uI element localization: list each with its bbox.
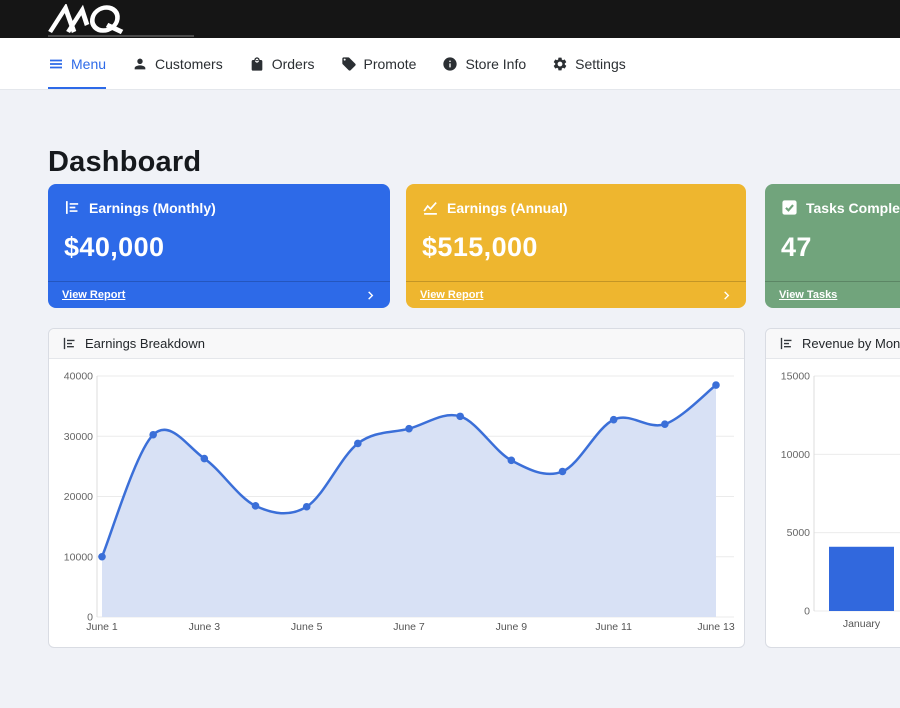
earnings-breakdown-chart: 0 10000 20000 30000 40000 June 1 June 3 June 5 J… xyxy=(64,371,735,634)
nav-item-orders[interactable]: Orders xyxy=(249,38,315,89)
stat-card-value: 47 xyxy=(781,232,812,262)
nav-item-promote[interactable]: Promote xyxy=(341,38,417,89)
person-icon xyxy=(134,58,146,69)
stat-card-earnings-monthly: Earnings (Monthly) $40,000 View Report xyxy=(48,184,390,308)
page-title: Dashboard xyxy=(48,146,202,178)
svg-text:June 9: June 9 xyxy=(496,621,528,633)
stat-card-earnings-annual: Earnings (Annual) $515,000 View Report xyxy=(406,184,746,308)
bar-chart-icon xyxy=(63,337,75,350)
nav-label: Customers xyxy=(155,55,223,72)
svg-text:40000: 40000 xyxy=(64,371,93,383)
view-report-link[interactable]: View Report xyxy=(48,281,390,308)
earnings-breakdown-card: Earnings Breakdown 0 10000 20000 30000 40000… xyxy=(48,328,745,648)
stat-card-title: Earnings (Annual) xyxy=(422,199,730,216)
chart-card-header: Earnings Breakdown xyxy=(49,329,744,359)
svg-text:June 13: June 13 xyxy=(697,621,735,633)
svg-text:15000: 15000 xyxy=(781,371,810,383)
view-tasks-link[interactable]: View Tasks xyxy=(765,281,900,308)
svg-text:June 7: June 7 xyxy=(393,621,425,633)
stat-card-value: $40,000 xyxy=(64,232,165,262)
nav-item-settings[interactable]: Settings xyxy=(552,38,626,89)
svg-text:June 3: June 3 xyxy=(189,621,221,633)
revenue-by-month-chart: 0 5000 10000 15000 January xyxy=(781,371,900,630)
nav-item-customers[interactable]: Customers xyxy=(132,38,223,89)
nav-item-store-info[interactable]: Store Info xyxy=(442,38,526,89)
nav-label: Orders xyxy=(271,55,315,72)
svg-text:5000: 5000 xyxy=(787,527,811,539)
view-report-link[interactable]: View Report xyxy=(406,281,746,308)
svg-text:June 11: June 11 xyxy=(595,621,632,633)
chevron-right-icon xyxy=(365,290,376,301)
svg-text:January: January xyxy=(843,618,881,630)
logo[interactable] xyxy=(46,2,142,39)
logo-underline xyxy=(48,35,194,37)
chevron-right-icon xyxy=(721,290,732,301)
bar-chart-icon xyxy=(65,201,79,214)
line-chart-icon xyxy=(423,201,437,215)
stat-card-value: $515,000 xyxy=(422,232,538,262)
chart-title: Earnings Breakdown xyxy=(85,336,205,351)
svg-text:10000: 10000 xyxy=(64,551,93,563)
nav-label: Menu xyxy=(71,55,107,72)
revenue-by-month-card: Revenue by Month 0 5000 10000 15000 January xyxy=(765,328,900,648)
svg-text:10000: 10000 xyxy=(781,449,810,461)
main-nav: Menu Customers Orders Promote Store Info… xyxy=(0,38,900,90)
bag-icon xyxy=(251,56,263,71)
topbar xyxy=(0,0,900,38)
nav-label: Store Info xyxy=(465,55,527,72)
tag-icon xyxy=(341,56,356,71)
stat-card-tasks-completed: Tasks Completed 47 View Tasks xyxy=(765,184,900,308)
svg-text:0: 0 xyxy=(804,606,810,618)
chart-title: Revenue by Month xyxy=(802,336,900,351)
nav-item-menu[interactable]: Menu xyxy=(48,38,107,89)
nav-label: Promote xyxy=(363,55,417,72)
bar-chart-icon xyxy=(780,337,792,350)
svg-text:20000: 20000 xyxy=(64,491,93,503)
hamburger-icon xyxy=(50,59,62,68)
nav-label: Settings xyxy=(575,55,626,72)
svg-text:June 1: June 1 xyxy=(86,621,118,633)
info-icon xyxy=(443,56,458,71)
svg-text:June 5: June 5 xyxy=(291,621,323,633)
check-square-icon xyxy=(782,200,797,215)
mq-logo-icon xyxy=(48,2,124,35)
gear-icon xyxy=(553,57,567,70)
stat-card-title: Earnings (Monthly) xyxy=(64,199,374,216)
stat-card-title: Tasks Completed xyxy=(781,199,900,216)
svg-text:0: 0 xyxy=(87,612,93,624)
svg-text:30000: 30000 xyxy=(64,431,93,443)
chart-card-header: Revenue by Month xyxy=(766,329,900,359)
